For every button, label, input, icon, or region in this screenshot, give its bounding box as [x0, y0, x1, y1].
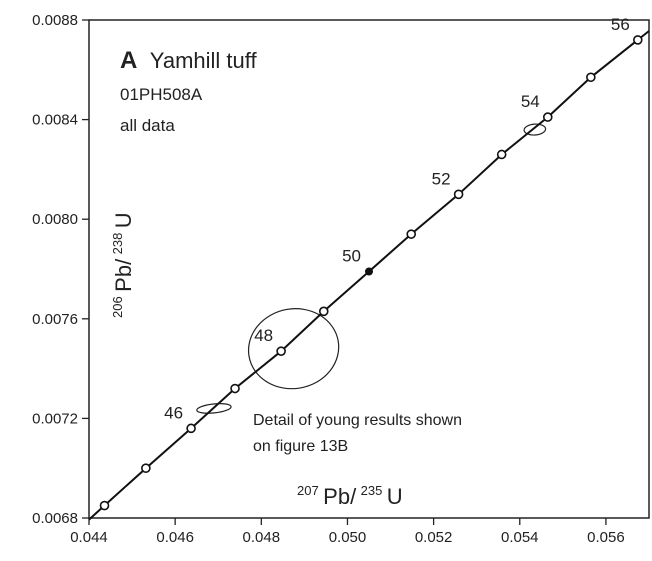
age-marker	[586, 72, 596, 83]
age-labels: 46 48 50 52 54 56	[164, 15, 630, 422]
age-marker	[186, 423, 196, 434]
y-axis-title: 206 Pb/ 238 U	[109, 212, 136, 318]
y-title-base: Pb/	[111, 258, 136, 292]
x-tick-label: 0.056	[587, 529, 625, 546]
age-label: 46	[164, 403, 183, 422]
panel-letter: A	[120, 47, 137, 74]
age-marker	[364, 267, 373, 276]
age-marker	[632, 35, 643, 45]
error-ellipse	[196, 403, 232, 414]
x-title-base: Pb/	[323, 484, 357, 509]
data-subset: all data	[120, 116, 175, 135]
age-marker	[453, 189, 464, 200]
age-marker	[99, 500, 110, 511]
age-marker	[230, 383, 240, 394]
error-ellipse	[523, 123, 547, 136]
x-tick-label: 0.050	[329, 529, 367, 546]
y-tick-label: 0.0072	[32, 410, 78, 427]
x-title-sup1: 207	[297, 483, 319, 498]
y-title-end: U	[111, 212, 136, 228]
age-marker	[141, 463, 151, 474]
sample-id: 01PH508A	[120, 85, 203, 104]
plot-frame	[88, 19, 650, 519]
error-ellipse	[247, 308, 340, 390]
age-label: 56	[611, 15, 630, 34]
y-title-sup1: 206	[110, 296, 125, 318]
age-marker	[496, 149, 507, 160]
x-tick-label: 0.046	[156, 529, 194, 546]
axis-ticks: 0.044 0.046 0.048 0.050 0.052 0.054 0.056 0.006…	[32, 12, 625, 546]
x-axis-title: 207 Pb/ 235 U	[297, 482, 403, 509]
panel-heading: A Yamhill tuff	[120, 47, 257, 74]
x-tick-label: 0.052	[415, 529, 453, 546]
age-marker	[542, 112, 553, 122]
y-title-sup2: 238	[110, 233, 125, 255]
x-title-sup2: 235	[361, 483, 383, 498]
y-tick-label: 0.0088	[32, 12, 78, 29]
age-marker	[318, 306, 329, 317]
age-label: 52	[432, 169, 451, 188]
age-label: 48	[254, 326, 273, 345]
x-tick-label: 0.044	[70, 529, 108, 546]
y-tick-label: 0.0080	[32, 211, 78, 228]
age-label: 54	[521, 92, 540, 111]
y-tick-label: 0.0084	[32, 112, 78, 129]
age-marker	[276, 346, 286, 356]
concordia-age-markers	[99, 35, 643, 511]
annotation-line-2: on figure 13B	[253, 438, 348, 455]
y-tick-label: 0.0076	[32, 311, 78, 328]
age-label: 50	[342, 246, 361, 265]
annotation-line-1: Detail of young results shown	[253, 412, 462, 429]
x-tick-label: 0.048	[243, 529, 281, 546]
error-ellipses	[196, 123, 547, 414]
chart-title: Yamhill tuff	[150, 48, 258, 73]
age-marker	[406, 229, 417, 239]
x-tick-label: 0.054	[501, 529, 539, 546]
y-tick-label: 0.0068	[32, 510, 78, 527]
x-title-end: U	[387, 484, 403, 509]
